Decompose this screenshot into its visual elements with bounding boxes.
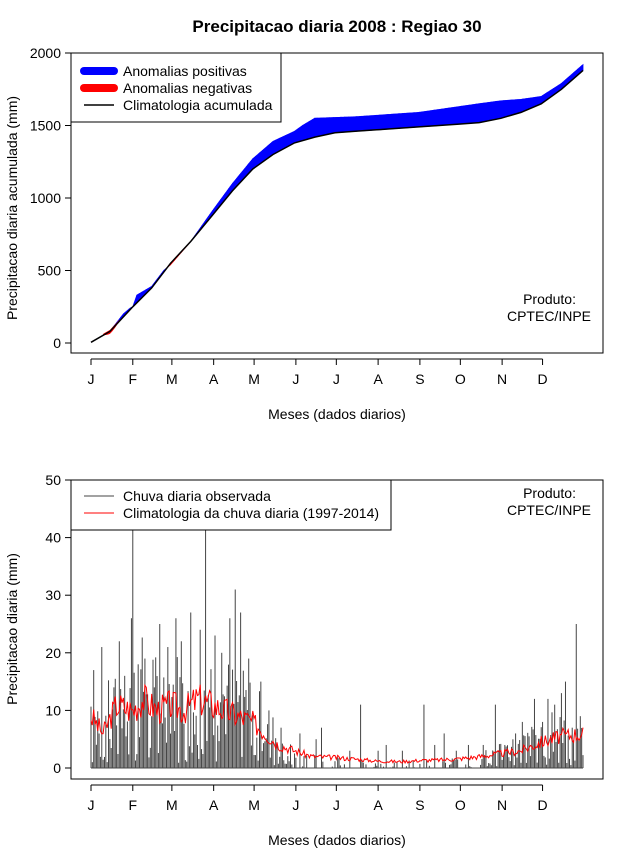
cumulative-plot-area xyxy=(90,63,584,343)
daily-x-tick-label: J xyxy=(333,797,340,813)
cumulative-x-tick-label: J xyxy=(333,371,340,387)
cumulative-x-tick-label: M xyxy=(248,371,260,387)
cumulative-y-tick-label: 2000 xyxy=(30,45,61,61)
cumulative-x-axis-label: Meses (dados diarios) xyxy=(268,406,406,422)
cumulative-y-axis-label: Precipitacao diaria acumulada (mm) xyxy=(4,96,20,320)
cumulative-x-tick-label: A xyxy=(209,371,219,387)
cumulative-x-tick-label: M xyxy=(166,371,178,387)
cumulative-y-tick-label: 0 xyxy=(53,335,61,351)
daily-y-tick-label: 20 xyxy=(45,645,61,661)
cumulative-plot-frame xyxy=(70,52,604,354)
cumulative-x-tick-label: A xyxy=(373,371,383,387)
legend-label-daily-climatology: Climatologia da chuva diaria (1997-2014) xyxy=(123,505,379,521)
daily-x-tick-label: F xyxy=(129,797,138,813)
cumulative-x-tick-label: J xyxy=(88,371,95,387)
cumulative-y-tick-label: 1500 xyxy=(30,118,61,134)
cumulative-legend: Anomalias positivas Anomalias negativas … xyxy=(70,52,282,123)
legend-label-observed: Chuva diaria observada xyxy=(123,488,271,504)
cumulative-chart: 0 500 1000 1500 2000 J F M A M J J A S O N D Precipitac… xyxy=(4,45,604,422)
daily-y-axis-label: Precipitacao diaria (mm) xyxy=(4,553,20,705)
daily-x-tick-label: J xyxy=(292,797,299,813)
cumulative-x-tick-label: J xyxy=(292,371,299,387)
daily-legend: Chuva diaria observada Climatologia da c… xyxy=(70,479,392,531)
daily-x-tick-label: M xyxy=(248,797,260,813)
daily-y-tick-label: 0 xyxy=(53,760,61,776)
cumulative-x-tick-label: F xyxy=(129,371,138,387)
cumulative-y-tick-label: 500 xyxy=(38,263,62,279)
climatology-cumulative-line xyxy=(90,69,584,343)
figure-title: Precipitacao diaria 2008 : Regiao 30 xyxy=(192,17,481,36)
daily-x-tick-label: D xyxy=(537,797,547,813)
cumulative-x-tick-label: N xyxy=(497,371,507,387)
daily-y-tick-label: 40 xyxy=(45,530,61,546)
cumulative-y-axis: 0 500 1000 1500 2000 xyxy=(30,45,71,351)
legend-label-positive: Anomalias positivas xyxy=(123,63,247,79)
cumulative-x-tick-label: O xyxy=(455,371,466,387)
daily-x-tick-label: S xyxy=(415,797,424,813)
cumulative-product-label: Produto: xyxy=(523,291,576,307)
legend-label-climatology: Climatologia acumulada xyxy=(123,97,273,113)
legend-label-negative: Anomalias negativas xyxy=(123,80,252,96)
daily-x-tick-label: O xyxy=(455,797,466,813)
cumulative-x-tick-label: D xyxy=(537,371,547,387)
daily-climatology-line xyxy=(90,683,584,765)
cumulative-x-tick-label: S xyxy=(415,371,424,387)
daily-y-tick-label: 30 xyxy=(45,587,61,603)
daily-x-tick-label: M xyxy=(166,797,178,813)
daily-x-tick-label: J xyxy=(88,797,95,813)
daily-y-tick-label: 50 xyxy=(45,472,61,488)
daily-x-tick-label: A xyxy=(209,797,219,813)
daily-legend-box xyxy=(70,479,392,531)
cumulative-y-tick-label: 1000 xyxy=(30,190,61,206)
daily-x-axis-label: Meses (dados diarios) xyxy=(268,832,406,848)
daily-product-source: CPTEC/INPE xyxy=(507,502,591,518)
daily-plot-area xyxy=(90,526,584,769)
daily-product-label: Produto: xyxy=(523,485,576,501)
daily-x-tick-label: A xyxy=(373,797,383,813)
daily-y-axis: 0 10 20 30 40 50 xyxy=(45,472,71,776)
daily-y-tick-label: 10 xyxy=(45,702,61,718)
cumulative-product-source: CPTEC/INPE xyxy=(507,308,591,324)
daily-chart: 0 10 20 30 40 50 J F M A M J J A S O N D Precipitacao di… xyxy=(4,472,604,848)
daily-x-tick-label: N xyxy=(497,797,507,813)
